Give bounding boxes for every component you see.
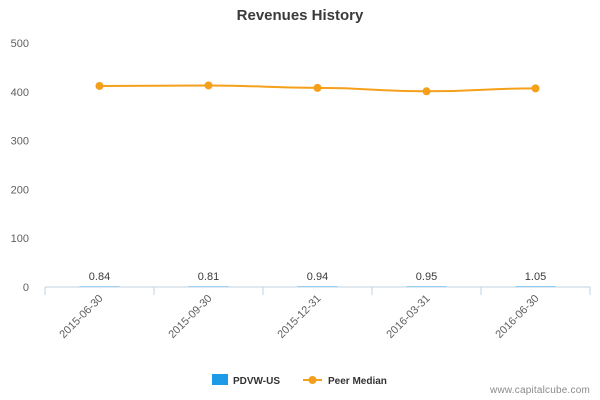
peer-median-point — [422, 87, 431, 96]
legend-label-peer-median: Peer Median — [328, 376, 387, 387]
x-tick-label: 2016-03-31 — [384, 293, 432, 341]
legend: PDVW-US Peer Median — [212, 374, 387, 387]
x-tick-label: 2015-09-30 — [166, 293, 214, 341]
y-tick-label: 200 — [11, 184, 29, 196]
legend-marker-peer-median — [308, 376, 317, 384]
x-tick-label: 2015-12-31 — [275, 293, 323, 341]
x-tick-label: 2016-06-30 — [493, 293, 541, 341]
peer-median-point — [95, 81, 104, 90]
y-tick-label: 300 — [11, 136, 29, 148]
x-axis: 2015-06-30 2015-09-30 2015-12-31 2016-03-31… — [44, 286, 591, 341]
chart-title: Revenues History — [236, 7, 364, 24]
x-tick-label: 2015-06-30 — [57, 293, 105, 341]
bar — [515, 286, 556, 287]
y-tick-label: 400 — [11, 87, 29, 99]
peer-median-point — [531, 84, 540, 93]
bar-value-label: 0.81 — [198, 271, 219, 283]
y-tick-label: 0 — [23, 282, 29, 294]
y-tick-label: 100 — [11, 233, 29, 245]
bar-value-label: 0.84 — [89, 271, 110, 283]
bar-value-label: 1.05 — [525, 271, 546, 283]
y-tick-label: 500 — [11, 38, 29, 50]
series-layer — [95, 81, 540, 96]
legend-label-pdvw-us: PDVW-US — [233, 376, 280, 387]
bar-value-labels: 0.84 0.81 0.94 0.95 1.05 — [79, 271, 556, 287]
peer-median-point — [313, 83, 322, 92]
bar-value-label: 0.95 — [416, 271, 437, 283]
peer-median-point — [204, 81, 213, 90]
y-axis: 0 100 200 300 400 500 — [11, 38, 29, 294]
credit-text: www.capitalcube.com — [490, 385, 590, 396]
legend-swatch-pdvw-us — [212, 374, 228, 385]
bar-value-label: 0.94 — [307, 271, 328, 283]
